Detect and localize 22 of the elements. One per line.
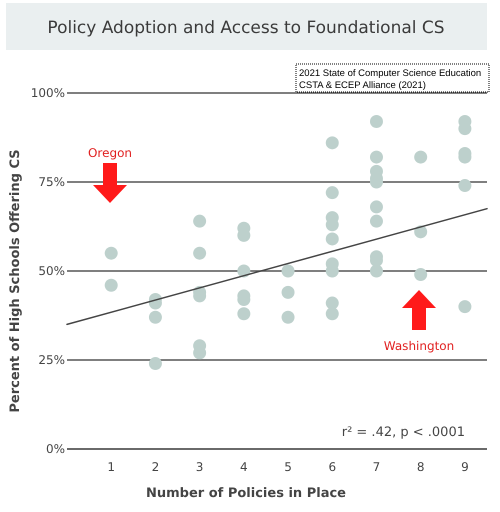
chart-title: Policy Adoption and Access to Foundational CS bbox=[47, 18, 445, 38]
text: CSTA & ECEP Alliance (2021) bbox=[299, 80, 426, 91]
x-tick-label: 1 bbox=[107, 460, 116, 474]
y-tick-label: 25% bbox=[38, 353, 65, 367]
y-axis-title: Percent of High Schools Offering CS bbox=[8, 149, 23, 413]
x-tick-label: 9 bbox=[461, 460, 469, 474]
annotation: Washington bbox=[384, 339, 454, 353]
x-tick-label: 4 bbox=[240, 460, 248, 474]
x-axis-title: Number of Policies in Place bbox=[146, 486, 346, 501]
x-tick-label: 6 bbox=[328, 460, 336, 474]
y-tick-label: 75% bbox=[38, 175, 65, 189]
x-tick-label: 3 bbox=[196, 460, 204, 474]
x-tick-label: 8 bbox=[416, 460, 425, 474]
annotation: Oregon bbox=[88, 146, 132, 160]
x-tick-label: 2 bbox=[152, 460, 160, 474]
annotation: r² = .42, p < .0001 bbox=[342, 425, 465, 440]
y-tick-label: 100% bbox=[30, 86, 65, 100]
y-tick-label: 0% bbox=[46, 442, 65, 456]
y-tick-label: 50% bbox=[38, 264, 65, 278]
x-tick-label: 7 bbox=[372, 460, 380, 474]
text: 2021 State of Computer Science Education bbox=[299, 68, 482, 79]
x-tick-label: 5 bbox=[284, 460, 292, 474]
